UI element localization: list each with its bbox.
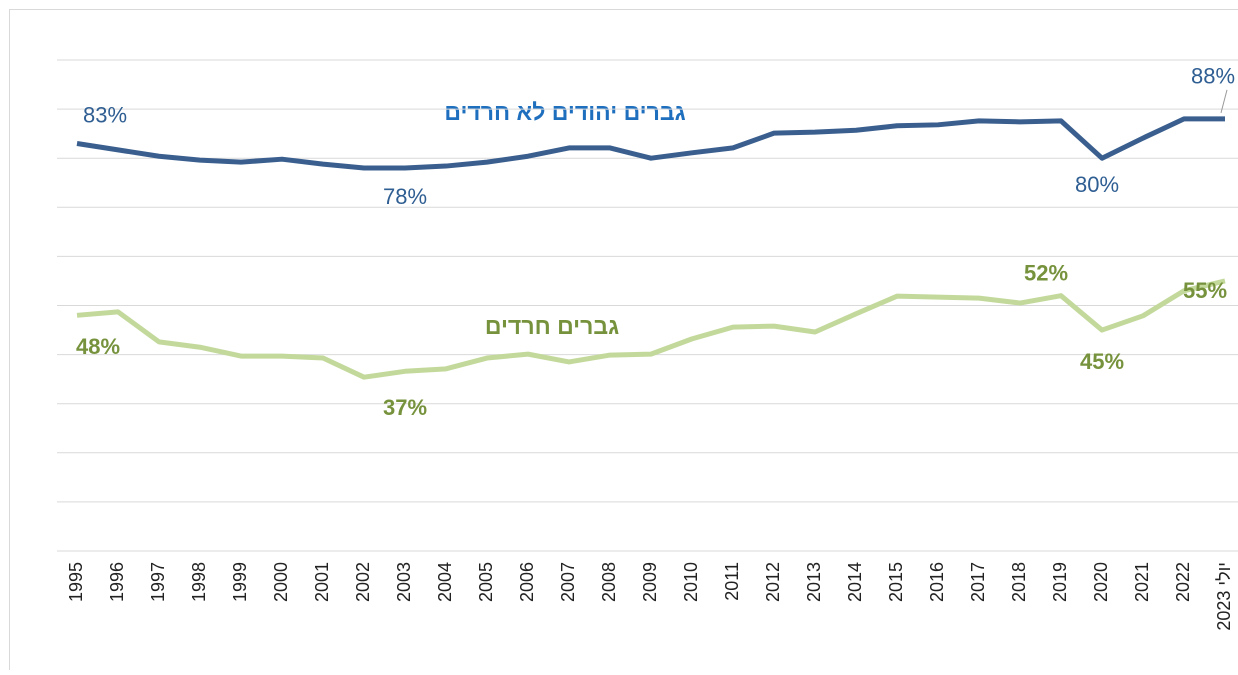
x-tick-label: 2008 bbox=[599, 562, 619, 602]
x-tick-label: 2012 bbox=[763, 562, 783, 602]
x-tick-label: 1997 bbox=[148, 562, 168, 602]
x-tick-label: 2000 bbox=[271, 562, 291, 602]
x-tick-label: 2009 bbox=[640, 562, 660, 602]
series-name: גברים חרדים bbox=[485, 313, 619, 339]
x-tick-label: 2002 bbox=[353, 562, 373, 602]
x-tick-label: 2011 bbox=[722, 562, 742, 601]
x-tick-label: 2006 bbox=[517, 562, 537, 602]
x-tick-label: 2013 bbox=[804, 562, 824, 602]
x-tick-label: 1996 bbox=[107, 562, 127, 602]
data-label: 48% bbox=[76, 334, 120, 359]
x-tick-label: 2010 bbox=[681, 562, 701, 602]
x-tick-label: 1999 bbox=[230, 562, 250, 602]
data-label: 45% bbox=[1080, 349, 1124, 374]
data-label: 37% bbox=[383, 395, 427, 420]
x-tick-label: 2021 bbox=[1132, 562, 1152, 602]
data-label: 88% bbox=[1191, 64, 1235, 89]
x-tick-label: 2005 bbox=[476, 562, 496, 602]
x-tick-label: 1998 bbox=[189, 562, 209, 602]
x-tick-label: 1995 bbox=[66, 562, 86, 602]
data-label: 80% bbox=[1075, 172, 1119, 197]
x-tick-label: 2007 bbox=[558, 562, 578, 602]
x-tick-label: 2016 bbox=[927, 562, 947, 602]
x-tick-label: יולי 2023 bbox=[1214, 562, 1234, 631]
x-tick-label: 2015 bbox=[886, 562, 906, 602]
x-tick-label: 2019 bbox=[1050, 562, 1070, 602]
x-tick-label: 2001 bbox=[312, 562, 332, 602]
series-name: גברים יהודים לא חרדים bbox=[444, 99, 685, 125]
x-tick-label: 2017 bbox=[968, 562, 988, 602]
x-tick-label: 2018 bbox=[1009, 562, 1029, 602]
x-tick-label: 2022 bbox=[1173, 562, 1193, 602]
data-label: 55% bbox=[1183, 278, 1227, 303]
data-label: 83% bbox=[83, 102, 127, 127]
x-tick-label: 2014 bbox=[845, 562, 865, 602]
data-label: 52% bbox=[1024, 260, 1068, 285]
data-label: 78% bbox=[383, 184, 427, 209]
x-tick-label: 2004 bbox=[435, 562, 455, 602]
x-tick-label: 2003 bbox=[394, 562, 414, 602]
x-tick-label: 2020 bbox=[1091, 562, 1111, 602]
